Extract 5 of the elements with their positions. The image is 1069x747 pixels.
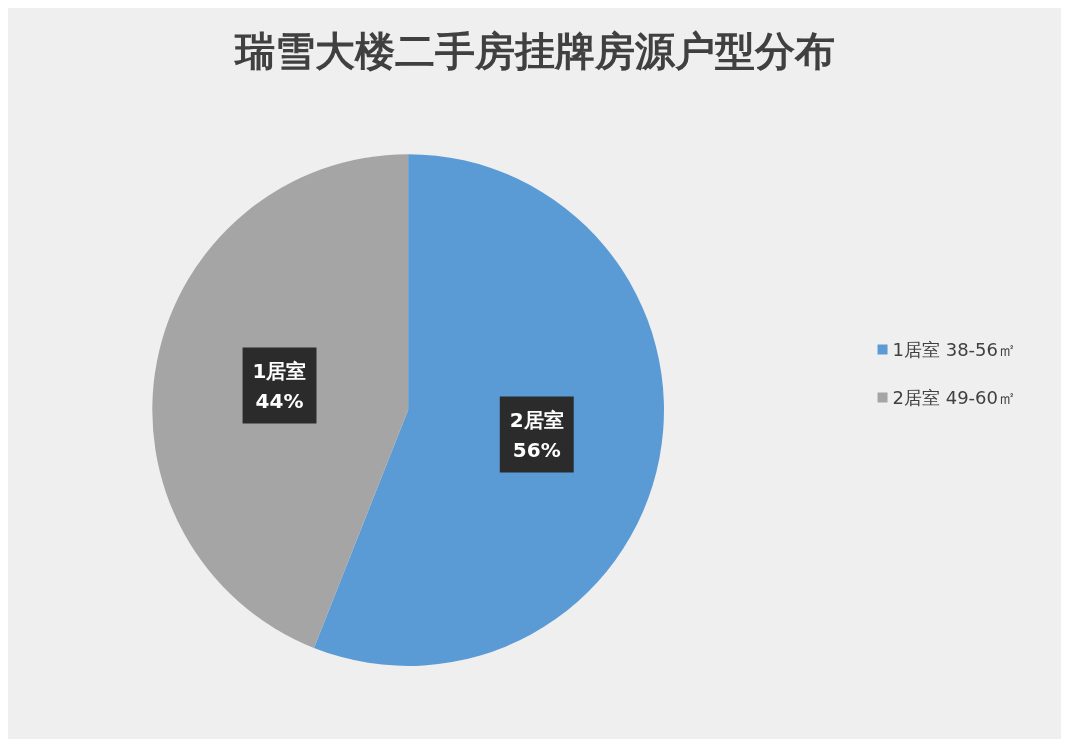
- legend-label: 1居室 38-56㎡: [892, 339, 1017, 360]
- data-label: 1居室 44%: [252, 358, 307, 413]
- data-label: 2居室 56%: [509, 407, 564, 462]
- legend-label: 2居室 49-60㎡: [892, 387, 1017, 408]
- chart-title: 瑞雪大楼二手房挂牌房源户型分布: [232, 28, 835, 74]
